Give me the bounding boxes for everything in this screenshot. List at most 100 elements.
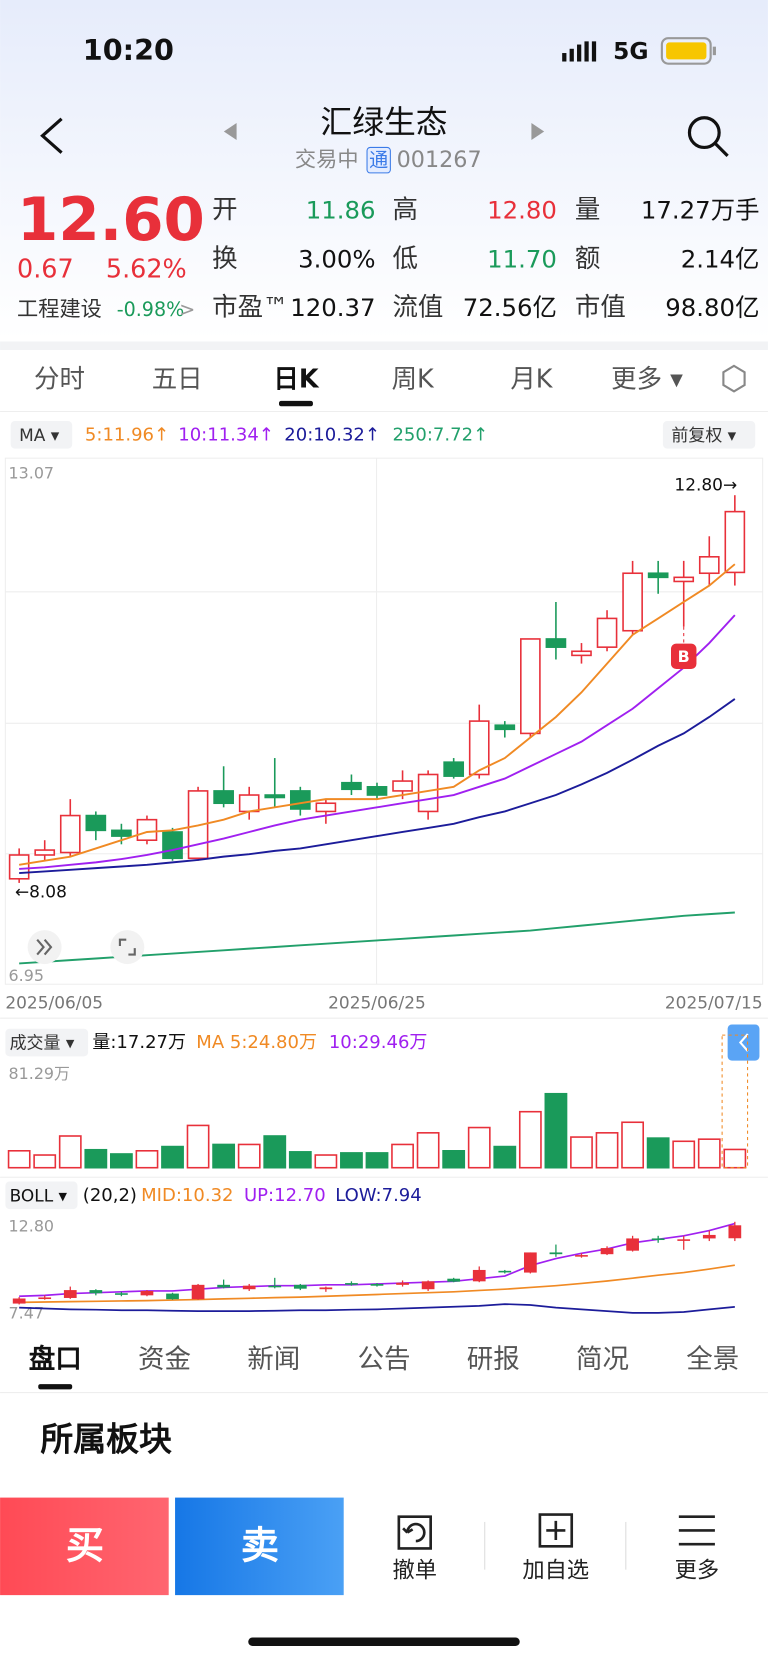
- volume-bar: [518, 1110, 542, 1169]
- candle-body: [238, 794, 260, 813]
- action-label[interactable]: 更多: [675, 1558, 720, 1584]
- next-stock[interactable]: [531, 123, 545, 140]
- field-label: 开: [212, 195, 237, 225]
- ma-item: 5:11.96↑: [85, 424, 169, 445]
- volume-ma10: 10:29.46万: [329, 1032, 428, 1053]
- back-button[interactable]: [40, 117, 63, 154]
- field-label: 量: [575, 195, 600, 225]
- price: 12.60: [17, 186, 205, 255]
- ma-line: [19, 563, 736, 866]
- collapse-btn[interactable]: [727, 1024, 760, 1061]
- boll-candle: [575, 1255, 588, 1257]
- field-value: 2.14亿: [681, 244, 760, 273]
- panel-mask: [0, 1323, 768, 1498]
- info-tab[interactable]: 简况: [576, 1344, 629, 1375]
- boll-candle: [242, 1285, 256, 1290]
- volume-bar: [672, 1140, 696, 1169]
- boll-candle: [38, 1297, 52, 1300]
- info-tab[interactable]: 研报: [467, 1344, 520, 1375]
- adjust-select[interactable]: [662, 421, 756, 449]
- candle-body: [647, 572, 669, 579]
- boll-label[interactable]: BOLL ▾: [10, 1185, 68, 1205]
- volume-bar: [84, 1148, 108, 1169]
- field-label: 低: [392, 244, 417, 274]
- volume-bar: [109, 1153, 133, 1169]
- volume-ma5: MA 5:24.80万: [196, 1032, 317, 1053]
- chart-tab[interactable]: 更多 ▾: [611, 365, 683, 395]
- info-tab[interactable]: 资金: [138, 1344, 191, 1375]
- candle-body: [571, 650, 592, 657]
- change: 0.67: [17, 254, 74, 284]
- ma-label[interactable]: MA ▾: [19, 425, 60, 445]
- field-value: 11.70: [487, 244, 557, 273]
- prev-stock[interactable]: [223, 123, 237, 140]
- field-value: 17.27万手: [641, 195, 760, 224]
- action-label[interactable]: 撤单: [392, 1558, 437, 1584]
- candle-body: [315, 802, 337, 813]
- volume-label[interactable]: 成交量 ▾: [10, 1033, 75, 1053]
- candle-body: [289, 790, 311, 810]
- y-tick-label: 6.95: [9, 966, 44, 985]
- field-label: 高: [392, 195, 417, 225]
- boll-mid: MID:10.32: [141, 1185, 233, 1206]
- action-label[interactable]: 加自选: [522, 1558, 589, 1584]
- chart-tab[interactable]: 分时: [34, 365, 85, 395]
- candle-body: [59, 814, 81, 854]
- sell-label[interactable]: 卖: [241, 1524, 279, 1568]
- boll-select[interactable]: [5, 1181, 78, 1210]
- candle-body: [341, 781, 362, 791]
- boll-candle: [600, 1248, 614, 1255]
- chart-tab[interactable]: 日K: [273, 365, 319, 395]
- boll-params: (20,2): [83, 1185, 137, 1206]
- field-value: 3.00%: [298, 244, 375, 273]
- buy-marker-bg: [670, 643, 697, 670]
- field-label: 换: [212, 244, 237, 274]
- search-button[interactable]: [687, 116, 729, 158]
- candle-body: [494, 724, 516, 731]
- boll-candle: [651, 1238, 665, 1241]
- tab-indicator: [38, 1384, 73, 1390]
- candle-body: [673, 576, 695, 583]
- chart-tab[interactable]: 五日: [152, 365, 203, 395]
- boll-up: UP:12.70: [244, 1185, 326, 1206]
- volume-bar: [314, 1154, 338, 1169]
- settings-button[interactable]: [722, 364, 746, 393]
- candle-body: [545, 638, 567, 648]
- sector-pct: -0.98%: [117, 298, 184, 321]
- boll-candle: [89, 1290, 103, 1294]
- volume-bar: [442, 1150, 466, 1169]
- fullscreen-btn[interactable]: [110, 930, 145, 965]
- field-value: 98.80亿: [665, 293, 759, 322]
- info-tab[interactable]: 公告: [358, 1344, 411, 1375]
- y-tick-label: 12.80: [9, 1217, 55, 1236]
- volume-bar: [161, 1145, 184, 1169]
- sell-button[interactable]: [175, 1497, 344, 1596]
- sector-more[interactable]: >: [179, 298, 195, 321]
- boll-candle: [293, 1284, 307, 1289]
- candle-body: [213, 790, 234, 805]
- info-tab[interactable]: 盘口: [29, 1344, 82, 1375]
- badge-bg: [366, 146, 391, 174]
- buy-label[interactable]: 买: [66, 1524, 104, 1568]
- boll-low: LOW:7.94: [335, 1185, 422, 1206]
- boll-candle: [498, 1270, 512, 1273]
- volume-bar: [135, 1150, 159, 1169]
- adjust[interactable]: 前复权 ▾: [671, 425, 736, 445]
- status-network: 5G: [613, 37, 648, 65]
- boll-candle: [421, 1281, 435, 1290]
- chart-tab[interactable]: 月K: [510, 365, 553, 395]
- boll-candle: [63, 1290, 77, 1298]
- chart-tab[interactable]: 周K: [392, 365, 435, 395]
- volume-select[interactable]: [5, 1028, 89, 1057]
- volume-bar: [544, 1092, 568, 1169]
- volume-bar: [237, 1143, 261, 1169]
- info-tab[interactable]: 新闻: [247, 1344, 300, 1375]
- info-tab[interactable]: 全景: [686, 1344, 739, 1375]
- battery-icon: [660, 37, 716, 65]
- ma-select[interactable]: [10, 421, 73, 449]
- x-tick-label: 2025/06/05: [5, 992, 103, 1012]
- stock-name: 汇绿生态: [320, 103, 447, 141]
- boll-candle: [12, 1298, 26, 1304]
- buy-button[interactable]: [0, 1497, 169, 1596]
- x-tick-label: 2025/06/25: [328, 992, 426, 1012]
